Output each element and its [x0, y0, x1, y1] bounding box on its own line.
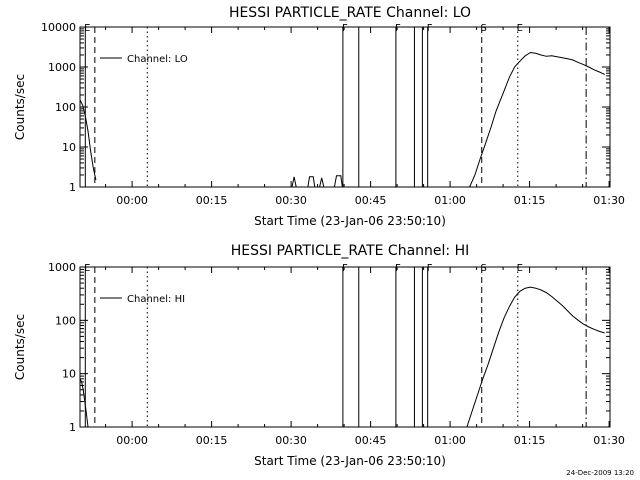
lo-channel-panel: HESSI PARTICLE_RATE Channel: LO Start Ti…	[13, 5, 625, 228]
hi-legend: Channel: HI	[100, 294, 185, 305]
hi-x-axis-label: Start Time (23-Jan-06 23:50:10)	[254, 454, 446, 468]
lo-x-tick-label: 01:00	[434, 194, 466, 207]
lo-event-marker-label: S	[481, 23, 487, 34]
lo-y-tick-label: 1	[69, 181, 76, 194]
hi-x-tick-label: 01:30	[593, 434, 625, 447]
hi-y-tick-label: 1000	[48, 261, 76, 274]
hi-event-marker-label: F	[427, 263, 433, 274]
hi-legend-label: Channel: HI	[127, 294, 185, 305]
hi-x-tick-label: 00:30	[275, 434, 307, 447]
hi-event-marker-label: F	[395, 263, 401, 274]
hi-y-tick-label: 1	[69, 421, 76, 434]
lo-series-line	[333, 175, 343, 188]
hi-plot-frame	[79, 266, 611, 428]
lo-data-series	[79, 51, 605, 188]
lo-x-tick-label: 01:30	[593, 194, 625, 207]
lo-x-axis-label: Start Time (23-Jan-06 23:50:10)	[254, 214, 446, 228]
hi-y-axis-label: Counts/sec	[13, 314, 27, 380]
lo-x-tick-label: 00:15	[196, 194, 228, 207]
lo-x-tick-label: 01:15	[514, 194, 546, 207]
hi-y-tick-label: 100	[55, 314, 76, 327]
lo-series-line	[79, 99, 97, 181]
lo-y-tick-label: 10	[62, 141, 76, 154]
lo-legend-label: Channel: LO	[127, 54, 188, 65]
lo-series-line	[469, 51, 605, 188]
lo-x-tick-label: 00:30	[275, 194, 307, 207]
lo-y-tick-label: 100	[55, 101, 76, 114]
lo-axes: 00:00 00:15 00:30 00:45 01:00 01:15 01:30 1 10 10…	[41, 21, 625, 207]
lo-y-tick-label: 1000	[48, 61, 76, 74]
lo-event-marker-label: E	[84, 23, 90, 34]
lo-y-axis-label: Counts/sec	[13, 74, 27, 140]
hi-x-tick-label: 00:45	[355, 434, 387, 447]
hi-data-series	[79, 286, 605, 428]
hi-x-tick-label: 00:15	[196, 434, 228, 447]
lo-series-line	[291, 176, 297, 188]
hi-series-line	[466, 286, 605, 428]
lo-event-marker-label: E	[517, 23, 523, 34]
hi-x-tick-label: 01:00	[434, 434, 466, 447]
hi-x-tick-label: 01:15	[514, 434, 546, 447]
lo-series-line	[319, 177, 325, 188]
lo-legend: Channel: LO	[100, 54, 188, 65]
hi-x-tick-label: 00:00	[116, 434, 148, 447]
hi-event-marker-label: S	[481, 263, 487, 274]
lo-y-tick-label: 10000	[41, 21, 76, 34]
lo-series-line	[307, 176, 316, 188]
hi-axes: 00:00 00:15 00:30 00:45 01:00 01:15 01:30 1 10 10…	[48, 261, 625, 447]
lo-event-marker-label: F	[395, 23, 401, 34]
lo-x-tick-label: 00:45	[355, 194, 387, 207]
print-timestamp: 24-Dec-2009 13:20	[566, 469, 634, 477]
hi-event-marker-label: F	[342, 263, 348, 274]
lo-x-tick-label: 00:00	[116, 194, 148, 207]
hi-event-marker-label: E	[84, 263, 90, 274]
lo-panel-title: HESSI PARTICLE_RATE Channel: LO	[229, 5, 471, 21]
hi-event-marker-label: E	[517, 263, 523, 274]
hi-y-tick-label: 10	[62, 368, 76, 381]
hi-channel-panel: HESSI PARTICLE_RATE Channel: HI Start Ti…	[13, 243, 625, 468]
lo-event-marker-label: F	[342, 23, 348, 34]
lo-event-marker-label: F	[427, 23, 433, 34]
hi-panel-title: HESSI PARTICLE_RATE Channel: HI	[231, 243, 469, 259]
hi-series-line	[79, 378, 89, 428]
lo-plot-frame	[79, 26, 611, 188]
